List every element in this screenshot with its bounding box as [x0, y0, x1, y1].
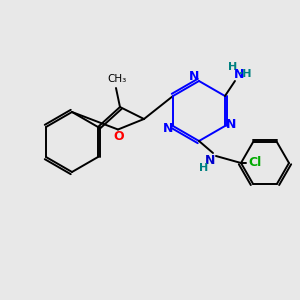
- Text: N: N: [226, 118, 236, 131]
- Text: O: O: [114, 130, 124, 143]
- Text: N: N: [189, 70, 199, 83]
- Text: N: N: [163, 122, 173, 136]
- Text: N: N: [205, 154, 215, 167]
- Text: Cl: Cl: [248, 157, 262, 169]
- Text: ·H: ·H: [239, 69, 253, 79]
- Text: H: H: [228, 62, 238, 72]
- Text: H: H: [200, 163, 208, 173]
- Text: N: N: [234, 68, 244, 82]
- Text: CH₃: CH₃: [107, 74, 127, 84]
